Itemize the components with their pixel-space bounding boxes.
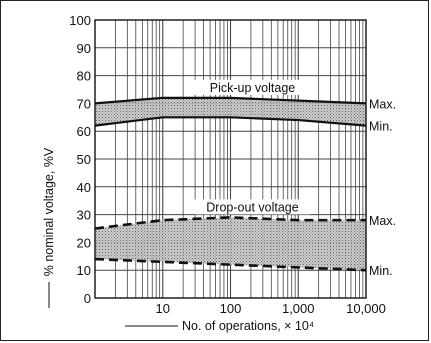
band-min-line <box>94 257 367 272</box>
plot-area-border <box>94 19 367 299</box>
band-max-label: Max. <box>369 97 396 111</box>
x-tick-label: 1,000 <box>282 301 315 316</box>
y-tick-label: 10 <box>77 263 91 278</box>
x-tick-label: 10 <box>156 301 170 316</box>
band-area <box>95 97 366 126</box>
band-max-line <box>94 216 366 230</box>
band-max-line <box>94 96 367 105</box>
band-min-label: Min. <box>369 264 393 278</box>
y-tick-label: 90 <box>77 41 91 56</box>
band-area <box>95 217 366 271</box>
x-axis-tick-labels: 10 100 1,000 10,000 <box>156 301 386 316</box>
y-tick-label: 40 <box>77 180 91 195</box>
band-max-label: Max. <box>369 214 396 228</box>
y-tick-label: 50 <box>77 152 91 167</box>
band-min-label: Min. <box>369 120 393 134</box>
y-tick-label: 0 <box>84 291 91 306</box>
band-min-line <box>94 116 367 127</box>
voltage-bands <box>94 96 367 272</box>
band-name-background <box>194 79 311 95</box>
y-tick-label: 30 <box>77 208 91 223</box>
x-tick-label: 10,000 <box>346 301 386 316</box>
band-annotations: Pick-up voltage Max. Min. Drop-out voltage M… <box>194 79 396 278</box>
band-name-label: Pick-up voltage <box>210 81 296 95</box>
y-tick-label: 20 <box>77 235 91 250</box>
y-tick-label: 70 <box>77 96 91 111</box>
y-axis-label: % nominal voltage, %V <box>42 147 56 276</box>
y-tick-label: 80 <box>77 69 91 84</box>
x-tick-label: 100 <box>220 301 242 316</box>
y-tick-label: 100 <box>69 13 91 28</box>
band-name-label: Drop-out voltage <box>206 200 298 214</box>
x-axis-label: No. of operations, × 10⁴ <box>182 319 314 333</box>
band-name-background <box>194 199 311 215</box>
y-tick-label: 60 <box>77 124 91 139</box>
y-axis-tick-labels: 0 10 20 30 40 50 60 70 80 90 100 <box>69 13 91 306</box>
